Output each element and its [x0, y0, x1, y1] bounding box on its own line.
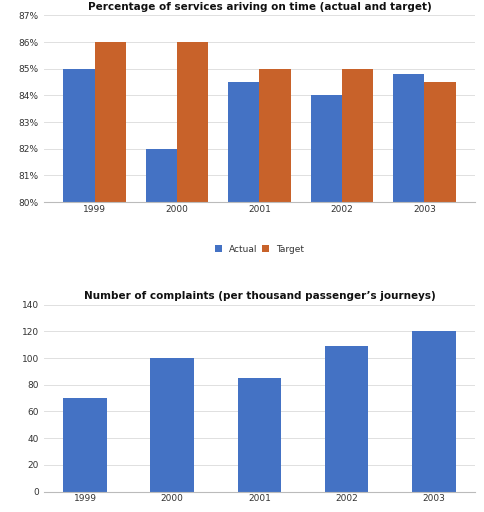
Bar — [227, 82, 259, 512]
Bar — [63, 69, 94, 512]
Bar — [177, 42, 208, 512]
Bar — [324, 346, 368, 492]
Title: Percentage of services ariving on time (actual and target): Percentage of services ariving on time (… — [88, 2, 430, 12]
Bar — [237, 378, 281, 492]
Bar — [424, 82, 455, 512]
Bar — [94, 42, 126, 512]
Legend: Actual, Target: Actual, Target — [211, 241, 307, 258]
Bar — [63, 398, 106, 492]
Title: Number of complaints (per thousand passenger’s journeys): Number of complaints (per thousand passe… — [83, 291, 435, 301]
Bar — [310, 95, 341, 512]
Bar — [341, 69, 373, 512]
Bar — [392, 74, 424, 512]
Bar — [259, 69, 290, 512]
Bar — [145, 149, 177, 512]
Bar — [411, 331, 455, 492]
Bar — [150, 358, 194, 492]
